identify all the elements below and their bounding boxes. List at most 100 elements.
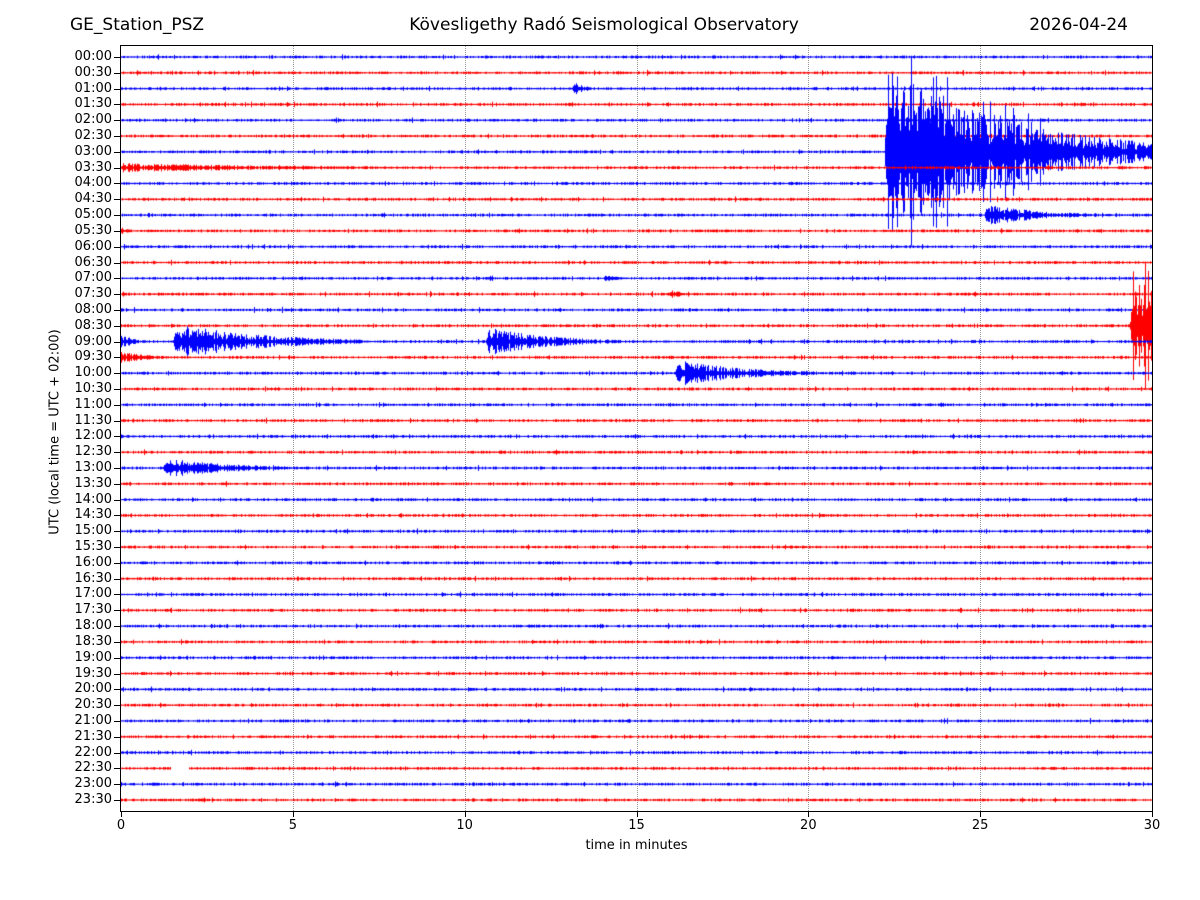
y-tick-label: 02:30 [74, 128, 112, 144]
y-tick-label: 12:30 [74, 444, 112, 460]
y-tick-mark [114, 357, 120, 359]
y-tick-label: 05:30 [74, 222, 112, 238]
y-tick-mark [114, 452, 120, 454]
y-tick-label: 17:00 [74, 586, 112, 602]
x-tick-label: 10 [456, 818, 473, 833]
y-tick-label: 04:30 [74, 191, 112, 207]
y-tick-label: 19:00 [74, 649, 112, 665]
y-tick-label: 03:30 [74, 159, 112, 175]
y-tick-mark [114, 183, 120, 185]
y-tick-mark [114, 562, 120, 564]
y-tick-label: 04:00 [74, 175, 112, 191]
y-tick-mark [114, 752, 120, 754]
y-tick-label: 06:00 [74, 238, 112, 254]
y-tick-mark [114, 468, 120, 470]
y-tick-mark [114, 72, 120, 74]
y-tick-mark [114, 420, 120, 422]
y-tick-label: 11:00 [74, 396, 112, 412]
helicorder-canvas [121, 46, 1152, 811]
x-tick-mark [292, 812, 294, 817]
y-tick-mark [114, 246, 120, 248]
y-tick-mark [114, 136, 120, 138]
x-axis-label: time in minutes [585, 838, 688, 853]
y-tick-label: 18:00 [74, 618, 112, 634]
y-tick-label: 15:30 [74, 539, 112, 555]
y-tick-mark [114, 309, 120, 311]
y-tick-mark [114, 578, 120, 580]
y-tick-mark [114, 167, 120, 169]
y-tick-mark [114, 230, 120, 232]
y-tick-mark [114, 626, 120, 628]
y-tick-label: 12:00 [74, 428, 112, 444]
y-tick-label: 21:30 [74, 728, 112, 744]
y-tick-mark [114, 373, 120, 375]
y-tick-mark [114, 610, 120, 612]
y-tick-mark [114, 215, 120, 217]
y-tick-label: 07:30 [74, 286, 112, 302]
y-tick-label: 10:00 [74, 365, 112, 381]
y-tick-label: 01:00 [74, 80, 112, 96]
y-tick-mark [114, 657, 120, 659]
y-tick-mark [114, 262, 120, 264]
y-tick-mark [114, 388, 120, 390]
y-tick-mark [114, 57, 120, 58]
x-tick-mark [121, 812, 122, 817]
y-tick-label: 07:00 [74, 270, 112, 286]
x-tick-mark [1152, 812, 1153, 817]
x-tick-mark [808, 812, 810, 817]
y-tick-mark [114, 325, 120, 327]
x-tick-label: 25 [971, 818, 989, 833]
x-tick-label: 20 [800, 818, 817, 833]
plot-area [120, 45, 1153, 812]
y-tick-label: 19:30 [74, 665, 112, 681]
y-tick-label: 13:30 [74, 475, 112, 491]
y-tick-mark [114, 404, 120, 406]
y-tick-mark [114, 641, 120, 643]
x-tick-mark [636, 812, 638, 817]
y-tick-mark [114, 199, 120, 201]
y-tick-mark [114, 120, 120, 122]
y-tick-mark [114, 151, 120, 153]
y-tick-label: 22:00 [74, 744, 112, 760]
y-tick-mark [114, 594, 120, 596]
y-tick-label: 16:30 [74, 570, 112, 586]
y-tick-mark [114, 800, 120, 801]
y-tick-mark [114, 547, 120, 549]
y-tick-label: 22:30 [74, 760, 112, 776]
y-tick-label: 11:30 [74, 412, 112, 428]
station-id: GE_Station_PSZ [70, 15, 205, 35]
x-tick-mark [464, 812, 466, 817]
y-tick-label: 03:00 [74, 143, 112, 159]
y-tick-mark [114, 278, 120, 280]
y-tick-label: 20:00 [74, 681, 112, 697]
y-tick-mark [114, 436, 120, 438]
y-tick-mark [114, 673, 120, 675]
y-tick-mark [114, 689, 120, 691]
x-tick-mark [980, 812, 982, 817]
y-tick-mark [114, 294, 120, 296]
y-tick-mark [114, 720, 120, 722]
record-date: 2026-04-24 [1029, 15, 1128, 35]
y-tick-mark [114, 88, 120, 90]
y-tick-label: 17:30 [74, 602, 112, 618]
x-tick-label: 30 [1143, 818, 1161, 833]
y-tick-mark [114, 483, 120, 485]
y-tick-label: 10:30 [74, 380, 112, 396]
y-tick-mark [114, 736, 120, 738]
y-tick-label: 00:00 [74, 49, 112, 64]
y-tick-mark [114, 515, 120, 517]
y-tick-label: 23:30 [74, 792, 112, 807]
y-tick-label: 09:30 [74, 349, 112, 365]
x-tick-label: 15 [628, 818, 645, 833]
observatory-title: Kövesligethy Radó Seismological Observat… [409, 15, 799, 35]
y-tick-label: 18:30 [74, 633, 112, 649]
x-tick-label: 5 [288, 818, 297, 833]
y-tick-mark [114, 784, 120, 786]
y-tick-mark [114, 531, 120, 533]
y-tick-mark [114, 768, 120, 770]
y-tick-label: 21:00 [74, 712, 112, 728]
y-tick-mark [114, 499, 120, 501]
y-tick-label: 02:00 [74, 112, 112, 128]
y-tick-label: 05:00 [74, 207, 112, 223]
y-tick-mark [114, 104, 120, 106]
